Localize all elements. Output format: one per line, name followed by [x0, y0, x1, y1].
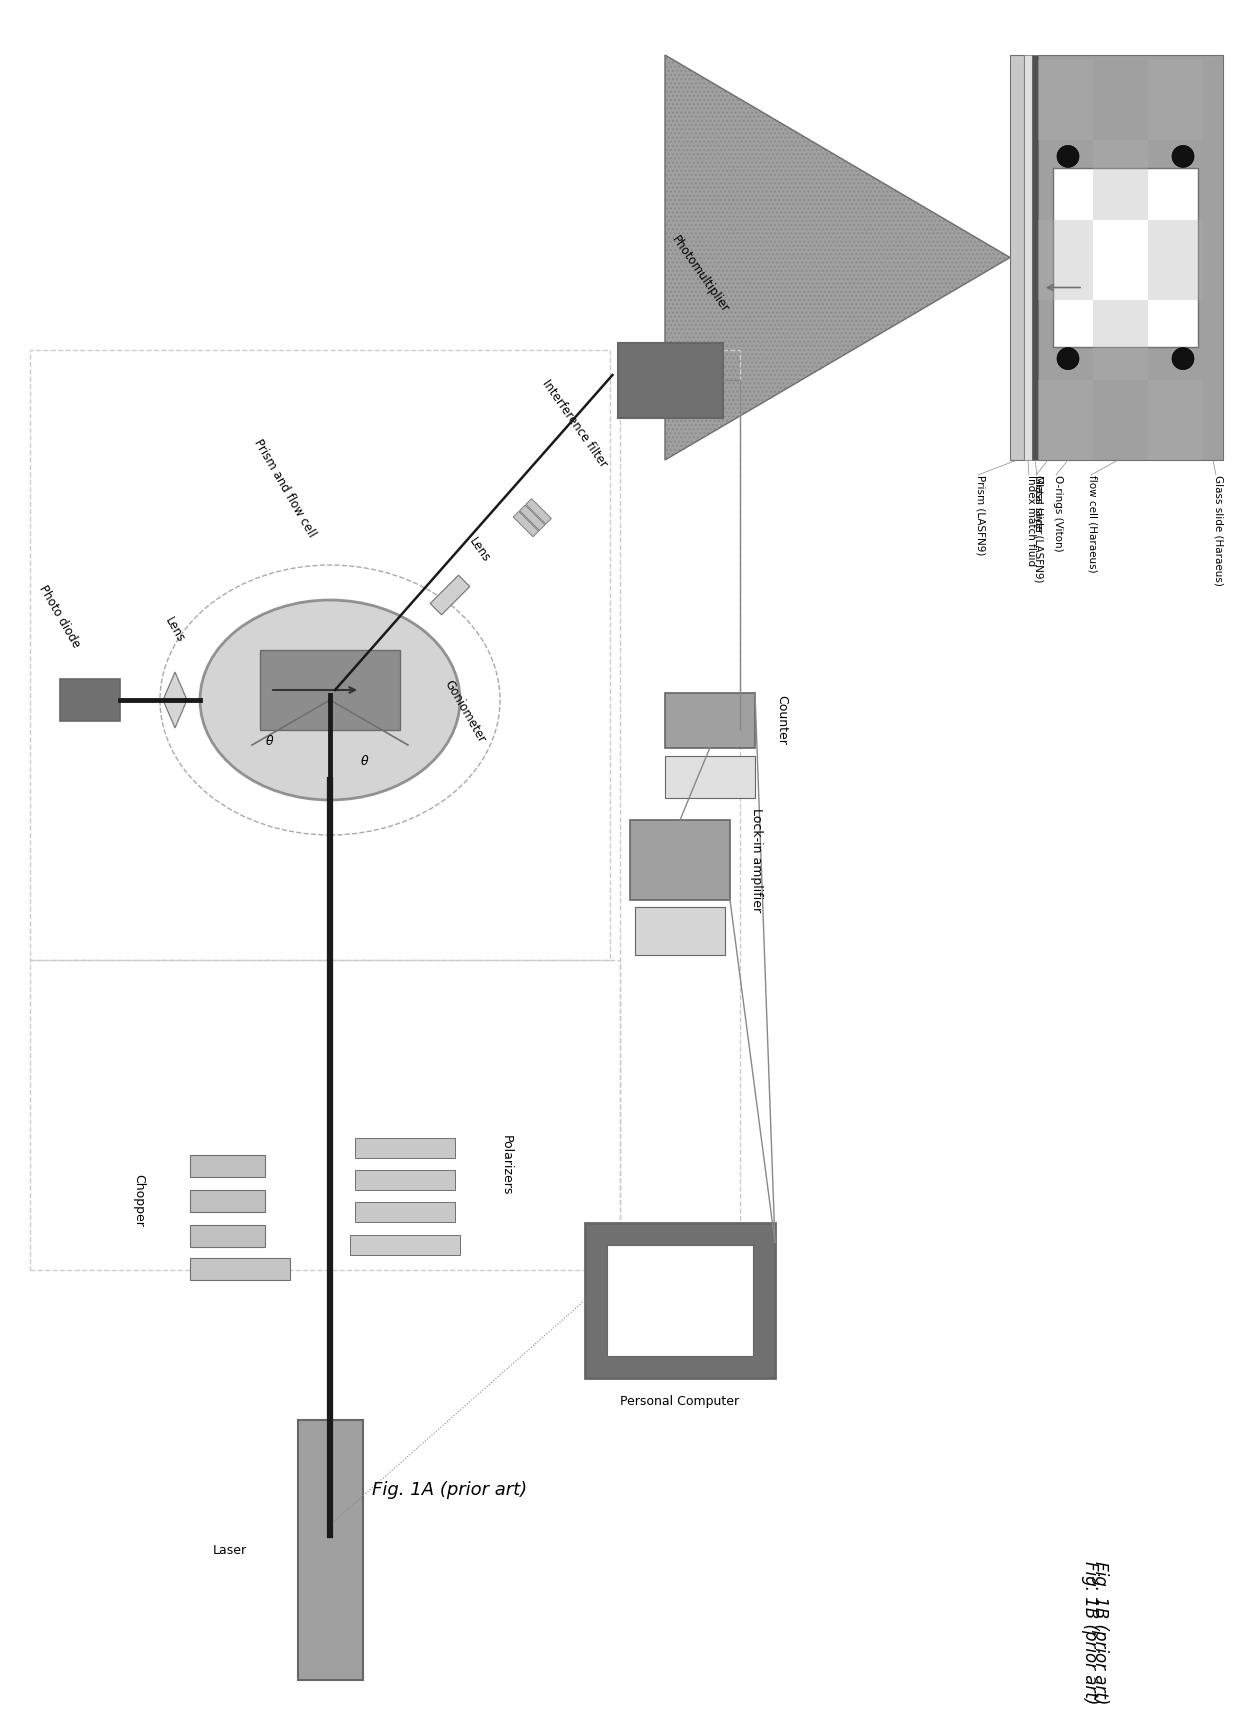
Bar [1148, 380, 1203, 460]
Circle shape [1172, 347, 1194, 370]
Bar [1148, 219, 1203, 301]
Bar [30, 961, 620, 1270]
Bar [190, 1225, 265, 1248]
Text: Metal layer: Metal layer [1033, 475, 1043, 534]
Text: Fig. 1B (prior art): Fig. 1B (prior art) [1081, 1562, 1099, 1706]
Bar [665, 755, 755, 798]
Text: Photomultiplier: Photomultiplier [668, 233, 732, 314]
Text: Chopper: Chopper [131, 1173, 145, 1227]
Text: Interference filter: Interference filter [539, 377, 610, 470]
Text: $\theta$: $\theta$ [360, 753, 370, 767]
Text: Laser: Laser [213, 1543, 247, 1557]
Bar [1148, 60, 1203, 140]
Bar [355, 1139, 455, 1158]
Bar [1038, 219, 1092, 301]
Bar [635, 907, 725, 956]
Circle shape [1056, 145, 1079, 168]
Text: Counter: Counter [775, 695, 787, 745]
Text: Glass slide (Haraeus): Glass slide (Haraeus) [1213, 475, 1223, 586]
Polygon shape [162, 672, 187, 727]
Text: Glass slide (LASFN9): Glass slide (LASFN9) [1034, 475, 1044, 582]
Bar [190, 1154, 265, 1177]
Bar [520, 505, 546, 530]
Bar [608, 1244, 753, 1355]
Bar [665, 693, 755, 748]
Bar [298, 1420, 362, 1680]
Text: Personal Computer: Personal Computer [620, 1396, 739, 1408]
Text: Fig. 1B (prior art): Fig. 1B (prior art) [1091, 1562, 1109, 1706]
Bar [1038, 60, 1092, 140]
Bar [585, 1222, 775, 1377]
Text: Fig. 1A (prior art): Fig. 1A (prior art) [372, 1481, 527, 1498]
Polygon shape [665, 55, 1011, 460]
Text: O-rings (Viton): O-rings (Viton) [1053, 475, 1063, 551]
Bar [1038, 380, 1092, 460]
Bar [355, 1203, 455, 1222]
Circle shape [1172, 145, 1194, 168]
Bar [60, 679, 120, 721]
Bar [1053, 168, 1198, 347]
Text: flow cell (Haraeus): flow cell (Haraeus) [1087, 475, 1097, 572]
Text: Goniometer: Goniometer [441, 677, 489, 745]
Bar [1024, 55, 1032, 460]
Text: $\theta$: $\theta$ [265, 734, 274, 748]
Bar [190, 1258, 290, 1280]
Text: Prism (LASFN9): Prism (LASFN9) [975, 475, 985, 555]
Bar [1092, 301, 1148, 380]
Bar [1038, 55, 1223, 460]
Bar [350, 1236, 460, 1255]
Text: Photo diode: Photo diode [37, 582, 83, 650]
Bar [430, 575, 470, 615]
Bar [190, 1191, 265, 1211]
Text: Polarizers: Polarizers [500, 1135, 513, 1196]
Ellipse shape [200, 600, 460, 800]
Bar [526, 499, 552, 524]
Bar [630, 821, 730, 900]
Bar [30, 351, 610, 961]
Bar [1032, 55, 1038, 460]
Text: Lock-in amplifier: Lock-in amplifier [750, 809, 763, 912]
Bar [355, 1170, 455, 1191]
Text: Prism and flow cell: Prism and flow cell [252, 437, 319, 539]
Text: Lens: Lens [467, 536, 494, 565]
Text: Index match fluid: Index match fluid [1025, 475, 1035, 567]
Text: Lens: Lens [162, 615, 187, 645]
Bar [1092, 140, 1148, 219]
Bar [618, 342, 723, 418]
Circle shape [1056, 347, 1079, 370]
Bar [513, 511, 538, 537]
Polygon shape [260, 650, 401, 729]
Bar [1011, 55, 1024, 460]
Bar [620, 351, 740, 1270]
